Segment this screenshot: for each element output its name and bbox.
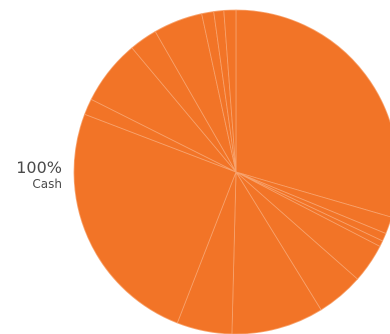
slice-label: 100% Cash (4, 158, 62, 191)
pie-slice (73, 113, 237, 324)
pie-slice (235, 9, 390, 218)
slice-label-name: Cash (32, 177, 62, 191)
pie-slice (223, 9, 237, 173)
slice-label-percent: 100% (16, 158, 62, 177)
